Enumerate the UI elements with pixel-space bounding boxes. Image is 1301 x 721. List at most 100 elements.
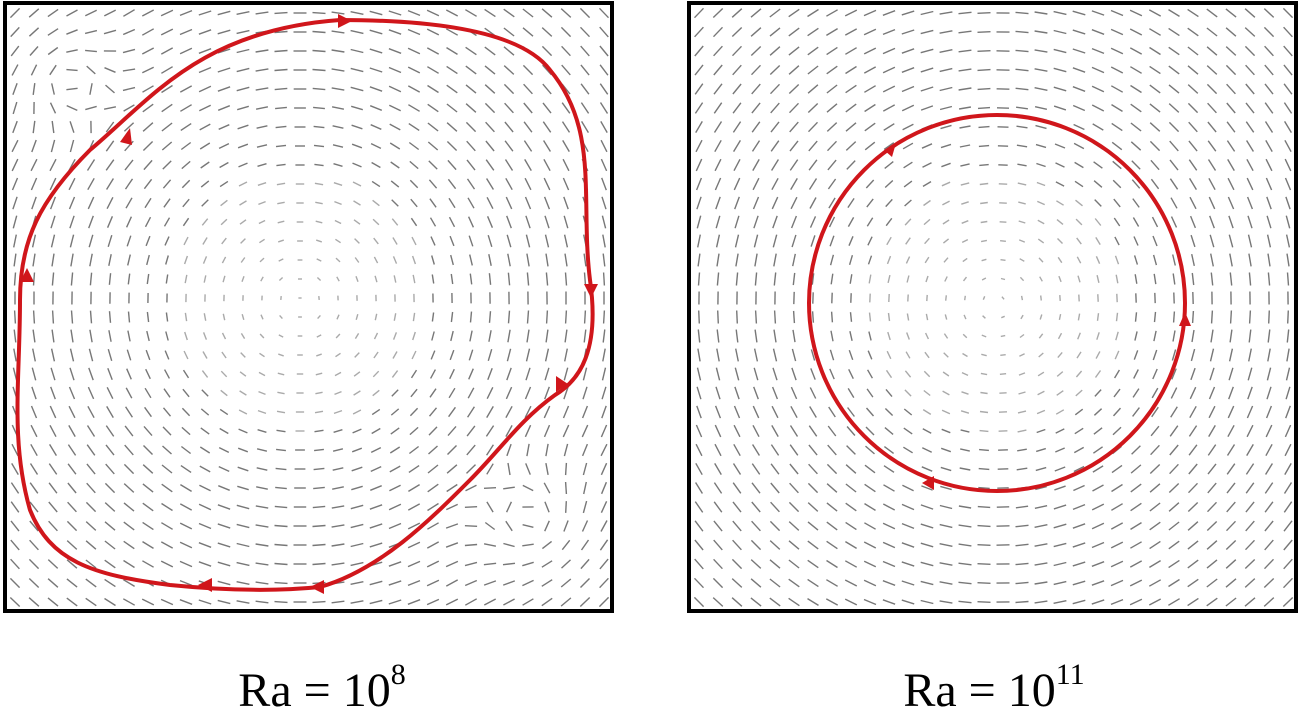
velocity-vector xyxy=(943,333,949,339)
velocity-vector xyxy=(179,541,193,549)
velocity-vector xyxy=(562,177,570,191)
velocity-vector xyxy=(829,254,835,266)
velocity-vector xyxy=(600,158,608,172)
velocity-vector xyxy=(13,234,17,248)
velocity-vector xyxy=(1034,600,1048,604)
velocity-vector xyxy=(977,31,991,33)
velocity-vector xyxy=(1110,85,1124,93)
velocity-vector xyxy=(450,311,454,323)
velocity-vector xyxy=(1264,520,1274,532)
velocity-vector xyxy=(599,577,609,589)
velocity-vector xyxy=(164,236,170,246)
velocity-vector xyxy=(1206,578,1218,588)
velocity-vector xyxy=(198,66,212,74)
velocity-vector xyxy=(1286,253,1290,267)
velocity-vector xyxy=(199,465,211,473)
velocity-vector xyxy=(1206,559,1218,569)
velocity-vector xyxy=(846,426,856,436)
velocity-vector xyxy=(466,444,476,456)
velocity-vector xyxy=(960,410,970,414)
velocity-vector xyxy=(545,253,549,267)
velocity-vector xyxy=(581,121,589,133)
velocity-vector xyxy=(771,425,779,437)
velocity-vector xyxy=(30,177,38,191)
velocity-vector xyxy=(485,425,495,437)
velocity-vector xyxy=(331,562,345,566)
velocity-vector xyxy=(826,103,838,113)
velocity-vector xyxy=(202,237,208,245)
velocity-vector xyxy=(389,465,401,473)
velocity-vector xyxy=(981,258,987,262)
velocity-vector xyxy=(1228,234,1234,248)
velocity-vector xyxy=(961,238,969,244)
velocity-vector xyxy=(541,27,553,37)
velocity-vector xyxy=(1110,541,1124,549)
velocity-vector xyxy=(903,408,913,416)
velocity-vector xyxy=(427,66,439,74)
velocity-vector xyxy=(599,64,609,76)
velocity-vector xyxy=(807,8,819,18)
velocity-vector xyxy=(1245,64,1255,76)
velocity-vector xyxy=(770,444,780,456)
velocity-vector xyxy=(582,500,588,514)
velocity-vector xyxy=(49,64,57,76)
velocity-vector xyxy=(1034,49,1048,53)
velocity-vector xyxy=(1206,540,1218,550)
velocity-vector xyxy=(502,580,516,586)
velocity-vector xyxy=(1283,83,1293,95)
velocity-vector xyxy=(506,234,512,248)
velocity-vector xyxy=(697,272,701,286)
velocity-vector xyxy=(445,579,459,587)
velocity-vector xyxy=(1207,140,1217,152)
velocity-vector xyxy=(70,272,74,286)
velocity-vector xyxy=(1149,65,1161,75)
velocity-vector xyxy=(1264,482,1274,494)
velocity-vector xyxy=(545,329,549,343)
velocity-vector xyxy=(275,144,287,148)
velocity-vector xyxy=(1244,597,1256,607)
velocity-vector xyxy=(85,597,97,607)
velocity-vector xyxy=(350,600,364,604)
velocity-vector xyxy=(598,596,610,608)
velocity-vector xyxy=(964,295,966,301)
velocity-vector xyxy=(1055,162,1065,168)
velocity-vector xyxy=(486,463,494,475)
velocity-vector xyxy=(524,159,532,171)
velocity-vector xyxy=(792,253,796,267)
streamline xyxy=(15,17,595,592)
velocity-vector xyxy=(333,409,343,415)
velocity-vector xyxy=(1073,142,1085,150)
velocity-vector xyxy=(751,482,761,494)
velocity-vector xyxy=(789,482,799,494)
velocity-vector xyxy=(260,314,264,320)
velocity-vector xyxy=(754,253,758,267)
velocity-vector xyxy=(181,407,191,417)
velocity-vector xyxy=(695,462,703,476)
velocity-vector xyxy=(1150,178,1160,190)
velocity-vector xyxy=(715,386,721,400)
velocity-vector xyxy=(1130,103,1142,113)
velocity-vector xyxy=(789,159,799,171)
velocity-vector xyxy=(863,28,877,36)
velocity-vector xyxy=(1076,256,1082,264)
velocity-vector xyxy=(541,579,553,587)
velocity-vector xyxy=(181,179,191,189)
velocity-vector xyxy=(541,597,553,607)
velocity-vector xyxy=(1191,253,1195,267)
velocity-vector xyxy=(465,65,477,75)
velocity-vector xyxy=(316,353,322,357)
velocity-vector xyxy=(217,86,231,92)
velocity-vector xyxy=(427,502,439,512)
velocity-vector xyxy=(408,445,420,455)
velocity-vector xyxy=(257,429,267,433)
velocity-vector xyxy=(162,179,172,189)
velocity-vector xyxy=(28,597,40,607)
velocity-vector xyxy=(980,391,988,395)
velocity-vector xyxy=(10,26,20,38)
velocity-vector xyxy=(864,464,876,474)
velocity-vector xyxy=(1207,159,1217,171)
velocity-vector xyxy=(465,84,477,94)
velocity-vector xyxy=(882,599,896,605)
velocity-vector xyxy=(484,8,496,18)
velocity-vector xyxy=(697,253,701,267)
